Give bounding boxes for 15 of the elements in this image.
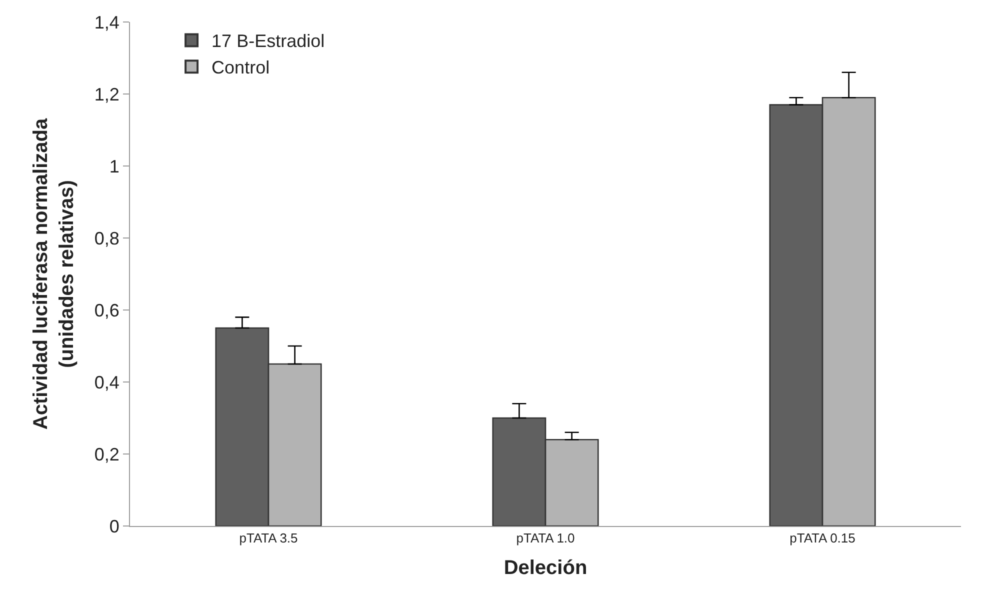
x-axis-title: Deleción bbox=[504, 557, 588, 580]
legend-label: 17 B-Estradiol bbox=[212, 31, 325, 52]
y-tick-label: 1 bbox=[109, 156, 120, 176]
legend-label: Control bbox=[212, 58, 270, 78]
x-tick-label: pTATA 0.15 bbox=[790, 530, 856, 546]
y-tick-label: 0,8 bbox=[94, 228, 120, 248]
y-tick-label: 0,6 bbox=[94, 300, 120, 320]
x-tick-label: pTATA 1.0 bbox=[516, 530, 575, 546]
x-tick-label: pTATA 3.5 bbox=[239, 530, 298, 546]
y-tick-label: 0 bbox=[109, 516, 120, 536]
y-tick-label: 1,2 bbox=[94, 84, 120, 104]
y-tick-label: 0,2 bbox=[94, 444, 120, 464]
y-tick-label: 1,4 bbox=[94, 12, 120, 32]
y-tick-label: 0,4 bbox=[94, 372, 120, 392]
y-axis-title: Actividad luciferasa normalizada (unidades relativas) bbox=[30, 118, 78, 430]
